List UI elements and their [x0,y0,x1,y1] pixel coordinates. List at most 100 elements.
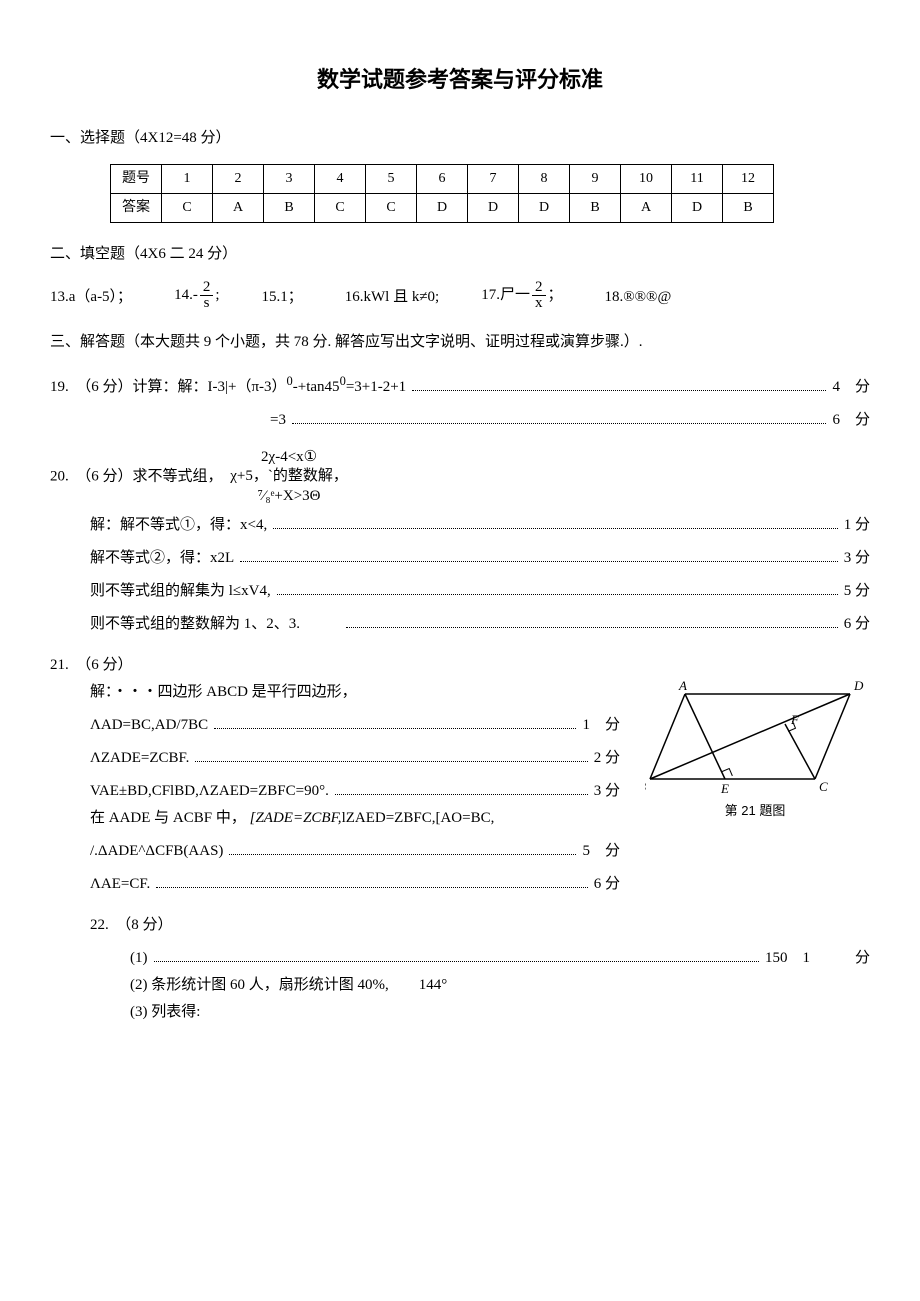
table-row: 答案 C A B C C D D D B A D B [111,193,774,222]
mc-answer-table: 题号 1 2 3 4 5 6 7 8 9 10 11 12 答案 C A B C… [110,164,774,223]
q21-l0: 解：・・・四边形 ABCD 是平行四边形， [90,679,620,706]
q20-l2: 解不等式②，得：x2L [90,545,234,572]
q19-line2-lead: =3 [270,407,286,434]
col-num: 4 [315,164,366,193]
dot-leader [273,528,838,529]
q19-score2: 6 分 [832,407,870,434]
answer-cell: C [315,193,366,222]
svg-text:C: C [819,779,828,794]
col-num: 1 [162,164,213,193]
eq-line: 2χ-4<x① [230,448,348,468]
fill-answers-row: 13.a（a-5）； 14.-2s; 15.1； 16.kWl 且 k≠0; 1… [50,280,870,311]
q20-l3: 则不等式组的解集为 l≤xV4, [90,578,271,605]
col-num: 11 [672,164,723,193]
denominator: s [201,296,213,311]
table-row: 题号 1 2 3 4 5 6 7 8 9 10 11 12 [111,164,774,193]
q21-eq1: [ZADE=ZCBF, [250,810,342,826]
parallelogram-diagram: A D B C E F [645,679,865,799]
q13-answer: 13.a（a-5）； [50,284,132,311]
dot-leader [292,423,827,424]
q21-eq2: lZAED=ZBFC,[AO=BC, [342,810,495,826]
q14-answer: 14.-2s; [174,280,219,311]
q21-l4: 在 AADE 与 ACBF 中， [ZADE=ZCBF,lZAED=ZBFC,[… [90,805,620,832]
numerator: 2 [200,280,214,296]
q21-l1-score: 1 分 [582,712,620,739]
q16-answer: 16.kWl 且 k≠0; [345,284,439,311]
q21-figure: A D B C E F 第 21 題图 [640,679,870,822]
answer-cell: C [366,193,417,222]
answer-cell: B [264,193,315,222]
q22-l3: (3) 列表得: [130,999,870,1026]
section1-heading: 一、选择题（4X12=48 分） [50,125,870,152]
dot-leader [240,561,838,562]
answer-cell: D [468,193,519,222]
q21-l6-score: 6 分 [594,871,620,898]
eq-line: χ+5，`的整数解， [230,467,348,487]
row-label: 答案 [111,193,162,222]
col-num: 12 [723,164,774,193]
fraction-icon: 2x [532,280,546,311]
q20-l3-score: 5 分 [844,578,870,605]
svg-text:F: F [790,712,800,727]
svg-text:D: D [853,679,864,693]
answer-cell: D [672,193,723,222]
col-num: 7 [468,164,519,193]
answer-cell: A [621,193,672,222]
q22: 22. （8 分） (1) 150 1 分 (2) 条形统计图 60 人，扇形统计… [50,912,870,1026]
q21-l3: VAE±BD,CFlBD,ΛZAED=ZBFC=90°. [90,778,329,805]
answer-cell: B [570,193,621,222]
equation-group: 2χ-4<x① χ+5，`的整数解， ⁷⁄₈ᵉ+X>3Θ [230,448,348,507]
q14-tail: ; [215,287,219,303]
q21: 21. （6 分） 解：・・・四边形 ABCD 是平行四边形， ΛAD=BC,A… [50,652,870,898]
q17-lead: 17.尸一 [481,287,530,303]
q21-l5: /.ΔADE^ΔCFB(AAS) [90,838,223,865]
q18-answer: 18.®®®@ [605,284,672,311]
q19: 19. （6 分）计算：解：I-3|+（π-3）0-+tan450=3+1-2+… [50,370,870,434]
dot-leader [195,761,587,762]
answer-cell: D [417,193,468,222]
svg-text:B: B [645,779,646,794]
q20-l1-score: 1 分 [844,512,870,539]
dot-leader [154,961,759,962]
denominator: x [532,296,546,311]
q20-l1: 解：解不等式①，得：x<4, [90,512,267,539]
svg-text:E: E [720,781,729,796]
q17-answer: 17.尸一2x； [481,280,562,311]
dot-leader [156,887,588,888]
section3-heading: 三、解答题（本大题共 9 个小题，共 78 分. 解答应写出文字说明、证明过程或… [50,329,870,356]
q21-l6: ΛAE=CF. [90,871,150,898]
dot-leader [335,794,588,795]
answer-cell: A [213,193,264,222]
col-num: 9 [570,164,621,193]
col-num: 5 [366,164,417,193]
q20-l4: 则不等式组的整数解为 1、2、3. [90,611,300,638]
answer-cell: D [519,193,570,222]
figure-caption: 第 21 題图 [640,799,870,822]
q20-stem: 20. （6 分）求不等式组， 2χ-4<x① χ+5，`的整数解， ⁷⁄₈ᵉ+… [50,448,870,507]
dot-leader [412,390,826,391]
col-num: 2 [213,164,264,193]
dot-leader [214,728,576,729]
q15-answer: 15.1； [261,284,302,311]
q19-score1: 4 分 [832,374,870,401]
numerator: 2 [532,280,546,296]
q17-tail: ； [548,287,563,303]
q22-l1: (1) [130,945,148,972]
q22-head: 22. （8 分） [90,912,870,939]
eq-line: ⁷⁄₈ᵉ+X>3Θ [230,487,348,507]
col-num: 3 [264,164,315,193]
q22-l2: (2) 条形统计图 60 人，扇形统计图 40%, 144° [130,972,870,999]
page-title: 数学试题参考答案与评分标准 [50,60,870,100]
q21-l5-score: 5 分 [582,838,620,865]
q19-line1-lead: 19. （6 分）计算：解：I-3|+（π-3）0-+tan450=3+1-2+… [50,370,406,401]
q20-l2-score: 3 分 [844,545,870,572]
answer-cell: C [162,193,213,222]
q22-l1-score: 150 1 分 [765,945,870,972]
fraction-icon: 2s [200,280,214,311]
svg-text:A: A [678,679,687,693]
q21-l2-score: 2 分 [594,745,620,772]
row-label: 题号 [111,164,162,193]
col-num: 8 [519,164,570,193]
dot-leader [277,594,838,595]
dot-leader [229,854,576,855]
